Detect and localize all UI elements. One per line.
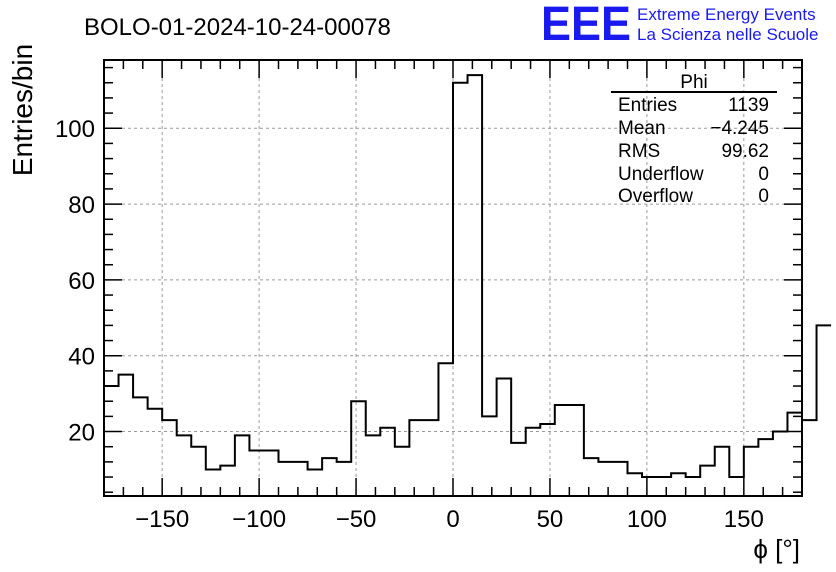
x-tick-label: 50 bbox=[537, 506, 564, 533]
x-tick-label: −100 bbox=[232, 506, 286, 533]
histogram-line bbox=[104, 74, 832, 479]
y-axis-label: Entries/bin bbox=[7, 44, 38, 176]
x-axis-label: ϕ [°] bbox=[753, 534, 800, 564]
x-tick-label: 0 bbox=[446, 506, 459, 533]
x-tick-label: 100 bbox=[627, 506, 667, 533]
stats-value-overflow: 0 bbox=[758, 186, 769, 207]
y-tick-label: 60 bbox=[68, 268, 95, 295]
stats-value-mean: −4.245 bbox=[710, 118, 769, 139]
tick-labels: −150 −100 −50 0 50 100 150 20 40 60 80 100 bbox=[55, 116, 764, 533]
y-tick-label: 20 bbox=[68, 420, 95, 447]
x-tick-label: 150 bbox=[724, 506, 764, 533]
eee-logo-line1: Extreme Energy Events bbox=[637, 5, 816, 24]
eee-logo-line2: La Scienza nelle Scuole bbox=[637, 25, 818, 44]
plot-frame bbox=[103, 59, 803, 497]
stats-label-rms: RMS bbox=[618, 141, 660, 162]
x-tick-label: −50 bbox=[336, 506, 377, 533]
stats-value-entries: 1139 bbox=[728, 95, 769, 116]
axis-ticks bbox=[103, 60, 803, 496]
stats-label-overflow: Overflow bbox=[618, 186, 693, 207]
x-tick-label: −150 bbox=[135, 506, 189, 533]
stats-label-underflow: Underflow bbox=[618, 164, 704, 185]
stats-value-rms: 99.62 bbox=[721, 141, 769, 162]
stats-box: Phi Entries 1139 Mean −4.245 RMS 99.62 U… bbox=[611, 72, 777, 207]
y-tick-label: 100 bbox=[55, 116, 95, 143]
y-tick-label: 80 bbox=[68, 192, 95, 219]
stats-value-underflow: 0 bbox=[758, 164, 769, 185]
stats-label-entries: Entries bbox=[618, 95, 677, 116]
stats-label-mean: Mean bbox=[618, 118, 666, 139]
chart-title: BOLO-01-2024-10-24-00078 bbox=[84, 14, 391, 41]
eee-logo-mark: EEE bbox=[541, 0, 631, 51]
stats-title: Phi bbox=[680, 72, 707, 93]
eee-logo: EEE Extreme Energy Events La Scienza nel… bbox=[541, 0, 818, 51]
y-tick-label: 40 bbox=[68, 344, 95, 371]
